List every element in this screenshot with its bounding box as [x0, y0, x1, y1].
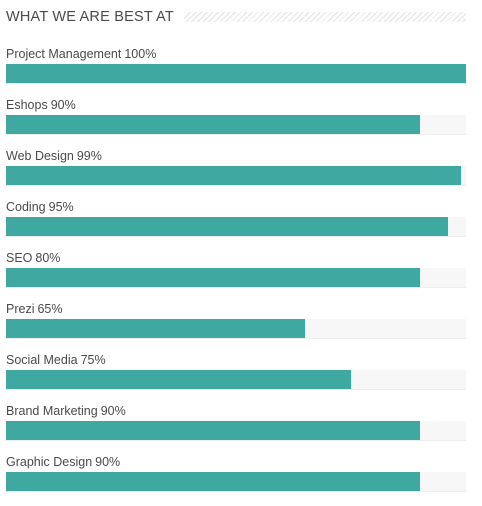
- skill-name: Social Media: [6, 353, 78, 367]
- skill-label: Web Design 99%: [6, 149, 466, 163]
- skill-label: SEO 80%: [6, 251, 466, 265]
- progress-fill: [6, 472, 420, 491]
- skill-percent: 75%: [80, 353, 106, 367]
- progress-track: [6, 319, 466, 339]
- progress-track: [6, 217, 466, 237]
- skill-name: Prezi: [6, 302, 35, 316]
- skill-name: Project Management: [6, 47, 122, 61]
- skill-label: Prezi 65%: [6, 302, 466, 316]
- skill-percent: 90%: [95, 455, 121, 469]
- progress-track: [6, 115, 466, 135]
- skill-label: Social Media 75%: [6, 353, 466, 367]
- skill-name: Coding: [6, 200, 46, 214]
- skill-name: Graphic Design: [6, 455, 93, 469]
- skill-name: SEO: [6, 251, 33, 265]
- skill-percent: 95%: [48, 200, 74, 214]
- skills-widget: WHAT WE ARE BEST AT Project Management 10…: [6, 8, 466, 506]
- progress-fill: [6, 319, 305, 338]
- section-heading: WHAT WE ARE BEST AT: [6, 8, 466, 26]
- skill-label: Project Management 100%: [6, 47, 466, 61]
- skill-list: Project Management 100% Eshops 90% Web Des…: [6, 47, 466, 506]
- skill-item: Graphic Design 90%: [6, 455, 466, 506]
- skill-percent: 99%: [76, 149, 102, 163]
- skill-name: Brand Marketing: [6, 404, 98, 418]
- progress-fill: [6, 421, 420, 440]
- progress-track: [6, 166, 466, 186]
- progress-track: [6, 370, 466, 390]
- skill-name: Eshops: [6, 98, 48, 112]
- skill-item: Prezi 65%: [6, 302, 466, 353]
- skill-item: Social Media 75%: [6, 353, 466, 404]
- progress-track: [6, 64, 466, 84]
- skill-item: Project Management 100%: [6, 47, 466, 98]
- skill-label: Brand Marketing 90%: [6, 404, 466, 418]
- skill-item: Brand Marketing 90%: [6, 404, 466, 455]
- skill-label: Coding 95%: [6, 200, 466, 214]
- skill-item: Coding 95%: [6, 200, 466, 251]
- progress-fill: [6, 217, 448, 236]
- skill-percent: 65%: [37, 302, 63, 316]
- progress-fill: [6, 370, 351, 389]
- skill-label: Eshops 90%: [6, 98, 466, 112]
- heading-stripe-decoration: [183, 12, 466, 22]
- skill-item: Eshops 90%: [6, 98, 466, 149]
- skill-label: Graphic Design 90%: [6, 455, 466, 469]
- skill-percent: 90%: [100, 404, 126, 418]
- skill-item: SEO 80%: [6, 251, 466, 302]
- skill-percent: 90%: [50, 98, 76, 112]
- progress-fill: [6, 115, 420, 134]
- progress-fill: [6, 64, 466, 83]
- skill-name: Web Design: [6, 149, 74, 163]
- progress-fill: [6, 166, 462, 185]
- progress-track: [6, 268, 466, 288]
- skill-item: Web Design 99%: [6, 149, 466, 200]
- progress-track: [6, 421, 466, 441]
- progress-fill: [6, 268, 420, 287]
- section-title: WHAT WE ARE BEST AT: [6, 9, 174, 25]
- skill-percent: 100%: [124, 47, 157, 61]
- progress-track: [6, 472, 466, 492]
- skill-percent: 80%: [35, 251, 61, 265]
